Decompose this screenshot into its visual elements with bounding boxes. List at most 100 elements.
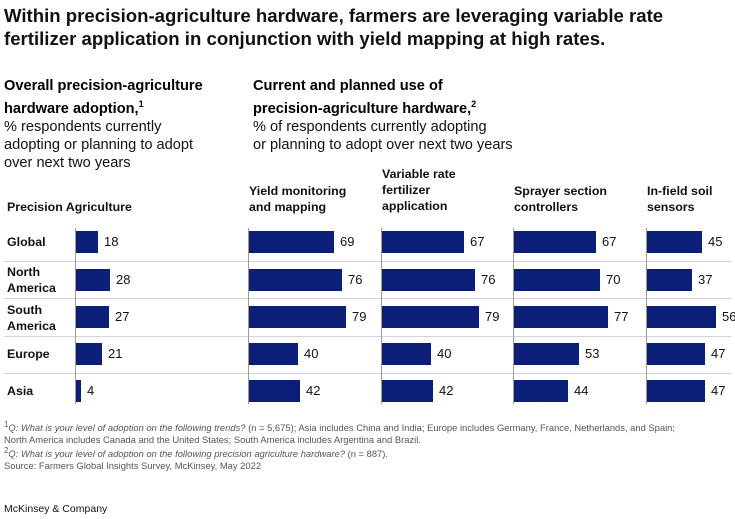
row-label-north-america: North America	[7, 265, 56, 296]
bar-sprayer-section-south-america	[514, 306, 608, 328]
value-label-yield-monitoring-asia: 42	[306, 383, 321, 398]
left-header-footnote-ref: 1	[138, 99, 144, 109]
row-label-asia-line-1: Asia	[7, 384, 34, 398]
column-header-in-field-soil: In-field soil sensors	[647, 183, 712, 215]
bar-in-field-soil-asia	[647, 380, 705, 402]
right-header-footnote-ref: 2	[471, 99, 477, 109]
value-label-sprayer-section-global: 67	[602, 234, 617, 249]
left-panel-header: Overall precision-agriculture hardware a…	[4, 77, 236, 172]
column-baseline-yield-monitoring	[248, 228, 249, 404]
footnote-1-detail: (n = 5,675); Asia includes China and Ind…	[245, 422, 675, 434]
footnote-2-question: Q: What is your level of adoption on the…	[8, 448, 345, 460]
row-separator	[4, 298, 731, 299]
bar-precision-agriculture-global	[76, 231, 98, 253]
bar-sprayer-section-north-america	[514, 269, 600, 291]
footnote-1: 1Q: What is your level of adoption on th…	[4, 419, 732, 434]
right-header-bold-2-text: precision-agriculture hardware,	[253, 100, 472, 117]
bar-variable-rate-fertilizer-global	[382, 231, 464, 253]
left-header-bold-1: Overall precision-agriculture	[4, 78, 203, 94]
value-label-precision-agriculture-north-america: 28	[116, 272, 131, 287]
bar-precision-agriculture-europe	[76, 343, 102, 365]
row-label-asia: Asia	[7, 384, 33, 400]
bar-in-field-soil-north-america	[647, 269, 692, 291]
value-label-in-field-soil-global: 45	[708, 234, 723, 249]
value-label-sprayer-section-south-america: 77	[614, 309, 629, 324]
row-separator	[4, 336, 731, 337]
column-header-yield-line-2: and mapping	[249, 200, 327, 214]
column-header-precision-agriculture: Precision Agriculture	[7, 200, 132, 214]
row-label-global: Global	[7, 235, 46, 251]
column-baseline-variable-rate-fertilizer	[381, 228, 382, 404]
value-label-precision-agriculture-asia: 4	[87, 383, 95, 398]
right-header-bold-1: Current and planned use of	[253, 78, 443, 94]
column-header-variable-rate-fertilizer: Variable rate fertilizer application	[382, 166, 456, 214]
value-label-in-field-soil-south-america: 56	[722, 309, 735, 324]
value-label-sprayer-section-asia: 44	[574, 383, 589, 398]
bar-in-field-soil-south-america	[647, 306, 716, 328]
footnote-2-detail: (n = 887).	[345, 448, 388, 460]
bar-precision-agriculture-north-america	[76, 269, 110, 291]
value-label-yield-monitoring-north-america: 76	[348, 272, 363, 287]
value-label-in-field-soil-asia: 47	[711, 383, 726, 398]
row-label-europe: Europe	[7, 347, 50, 363]
right-header-desc-2: or planning to adopt over next two years	[253, 136, 513, 153]
footnote-1-marker: 1	[4, 420, 9, 429]
value-label-precision-agriculture-south-america: 27	[115, 309, 130, 324]
footnote-1-question: Q: What is your level of adoption on the…	[8, 422, 246, 434]
row-label-south-america-line-2: America	[7, 318, 56, 333]
bar-variable-rate-fertilizer-south-america	[382, 306, 479, 328]
value-label-precision-agriculture-global: 18	[104, 234, 119, 249]
value-label-in-field-soil-europe: 47	[711, 346, 726, 361]
row-label-north-america-line-2: America	[7, 280, 56, 295]
column-baseline-sprayer-section	[513, 228, 514, 404]
bar-variable-rate-fertilizer-europe	[382, 343, 431, 365]
value-label-variable-rate-fertilizer-asia: 42	[439, 383, 454, 398]
bar-sprayer-section-global	[514, 231, 596, 253]
bar-yield-monitoring-south-america	[249, 306, 346, 328]
brand-logo-text: McKinsey & Company	[4, 503, 108, 515]
bar-sprayer-section-europe	[514, 343, 579, 365]
column-header-sprayer-section: Sprayer section controllers	[514, 183, 607, 215]
column-baseline-precision-agriculture	[75, 228, 76, 404]
title-line-2: fertilizer application in conjunction wi…	[4, 28, 606, 49]
bar-in-field-soil-europe	[647, 343, 705, 365]
column-header-yield-monitoring: Yield monitoring and mapping	[249, 183, 346, 215]
bar-yield-monitoring-europe	[249, 343, 298, 365]
column-header-vrf-line-3: application	[382, 199, 448, 213]
left-header-desc-1: % respondents currently	[4, 118, 162, 135]
bar-variable-rate-fertilizer-north-america	[382, 269, 475, 291]
row-label-europe-line-1: Europe	[7, 347, 50, 361]
footnote-2-marker: 2	[4, 446, 9, 456]
bar-in-field-soil-global	[647, 231, 702, 253]
bar-yield-monitoring-asia	[249, 380, 300, 402]
left-header-desc-3: over next two years	[4, 154, 131, 171]
title-line-1: Within precision-agriculture hardware, f…	[4, 5, 664, 26]
bar-precision-agriculture-south-america	[76, 306, 109, 328]
value-label-precision-agriculture-europe: 21	[108, 346, 123, 361]
column-header-vrf-line-1: Variable rate	[382, 167, 456, 181]
column-header-sprayer-line-2: controllers	[514, 200, 579, 214]
row-label-global-line-1: Global	[7, 235, 46, 249]
value-label-variable-rate-fertilizer-europe: 40	[437, 346, 452, 361]
footnote-1-continued: North America includes Canada and the Un…	[4, 433, 421, 445]
value-label-sprayer-section-europe: 53	[585, 346, 600, 361]
row-separator	[4, 261, 731, 262]
value-label-yield-monitoring-south-america: 79	[352, 309, 367, 324]
value-label-variable-rate-fertilizer-north-america: 76	[481, 272, 496, 287]
bar-yield-monitoring-north-america	[249, 269, 342, 291]
bar-variable-rate-fertilizer-asia	[382, 380, 433, 402]
left-header-bold-2-text: hardware adoption,	[4, 100, 139, 117]
row-separator	[4, 373, 731, 374]
value-label-variable-rate-fertilizer-south-america: 79	[485, 309, 500, 324]
column-header-sprayer-line-1: Sprayer section	[514, 184, 607, 198]
column-header-soil-line-2: sensors	[647, 200, 695, 214]
source-note: Source: Farmers Global Insights Survey, …	[4, 459, 262, 471]
value-label-yield-monitoring-global: 69	[340, 234, 355, 249]
column-header-soil-line-1: In-field soil	[647, 184, 713, 198]
column-header-vrf-line-2: fertilizer	[382, 183, 431, 197]
left-header-bold-2: hardware adoption,1	[4, 95, 236, 118]
column-baseline-in-field-soil	[646, 228, 647, 404]
value-label-yield-monitoring-europe: 40	[304, 346, 319, 361]
right-header-desc-1: % of respondents currently adopting	[253, 118, 487, 135]
value-label-sprayer-section-north-america: 70	[606, 272, 621, 287]
